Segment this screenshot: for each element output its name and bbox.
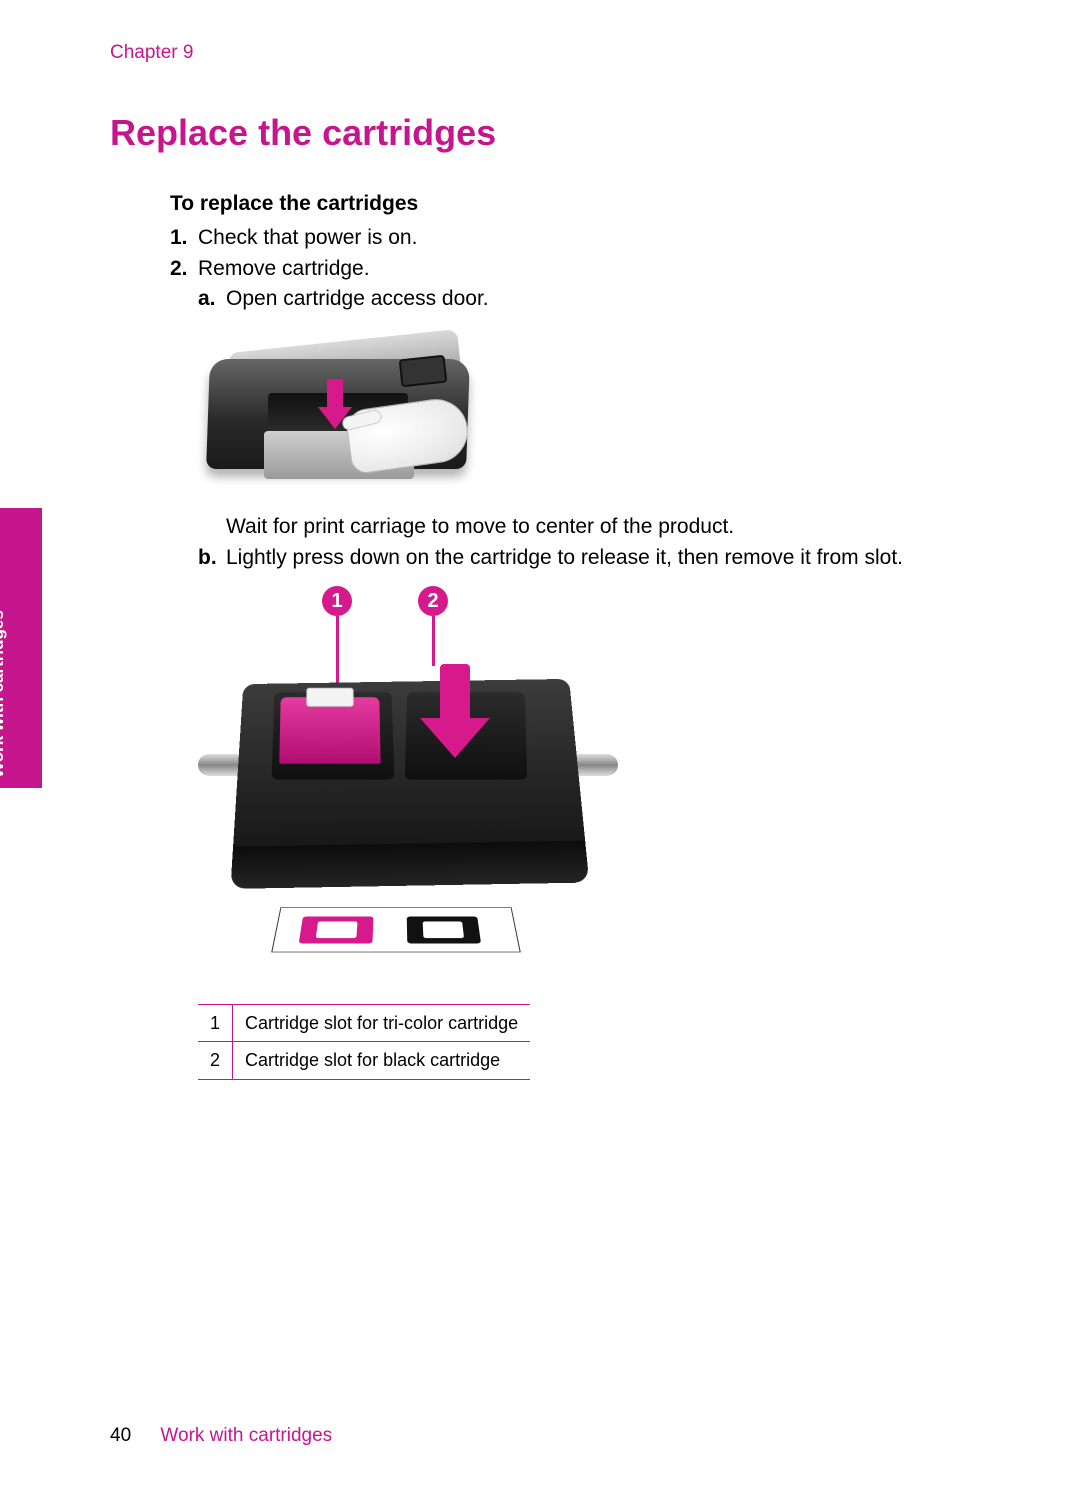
side-tab-label: Work with cartridges: [0, 610, 8, 778]
step-number: 1.: [170, 224, 198, 252]
substep-list: b. Lightly press down on the cartridge t…: [198, 544, 990, 572]
substep-text: Open cartridge access door.: [226, 285, 990, 313]
manual-page: Chapter 9 Replace the cartridges To repl…: [0, 0, 1080, 1495]
footer-section-title: Work with cartridges: [160, 1425, 332, 1446]
side-tab: Work with cartridges: [0, 508, 42, 788]
legend-desc: Cartridge slot for black cartridge: [233, 1042, 531, 1079]
legend-num: 1: [198, 1005, 233, 1042]
slot-label-card: [271, 907, 521, 952]
step-2: 2. Remove cartridge.: [170, 255, 990, 283]
substep-list: a. Open cartridge access door.: [198, 285, 990, 313]
figure-open-door: [198, 331, 990, 499]
substep-letter: b.: [198, 544, 226, 572]
black-label-icon: [407, 916, 481, 943]
content-region: To replace the cartridges 1. Check that …: [170, 190, 990, 1080]
tricolor-cartridge-shape: [279, 697, 380, 764]
legend-desc: Cartridge slot for tri-color cartridge: [233, 1005, 531, 1042]
substep-b: b. Lightly press down on the cartridge t…: [198, 544, 990, 572]
callout-2: 2: [418, 586, 448, 616]
step-list: 1. Check that power is on. 2. Remove car…: [170, 224, 990, 1079]
tricolor-label-icon: [299, 916, 374, 943]
printer-screen-shape: [399, 355, 448, 388]
arrow-down-icon: [420, 664, 490, 774]
callout-legend-table: 1 Cartridge slot for tri-color cartridge…: [198, 1004, 530, 1080]
step-text: Check that power is on.: [198, 224, 990, 252]
substep-letter: a.: [198, 285, 226, 313]
table-row: 2 Cartridge slot for black cartridge: [198, 1042, 530, 1079]
page-number: 40: [110, 1425, 131, 1446]
step-number: 2.: [170, 255, 198, 283]
chapter-label: Chapter 9: [110, 42, 193, 64]
section-title: Replace the cartridges: [110, 112, 496, 154]
wait-instruction: Wait for print carriage to move to cente…: [226, 513, 990, 541]
step-1: 1. Check that power is on.: [170, 224, 990, 252]
callout-1: 1: [322, 586, 352, 616]
figure-remove-cartridge: 1 2: [198, 586, 990, 986]
intro-heading: To replace the cartridges: [170, 190, 990, 218]
callout-2-line: [432, 616, 435, 666]
substep-a: a. Open cartridge access door.: [198, 285, 990, 313]
substep-text: Lightly press down on the cartridge to r…: [226, 544, 990, 572]
step-text: Remove cartridge.: [198, 255, 990, 283]
table-row: 1 Cartridge slot for tri-color cartridge: [198, 1005, 530, 1042]
page-footer: 40 Work with cartridges: [110, 1425, 332, 1447]
legend-num: 2: [198, 1042, 233, 1079]
